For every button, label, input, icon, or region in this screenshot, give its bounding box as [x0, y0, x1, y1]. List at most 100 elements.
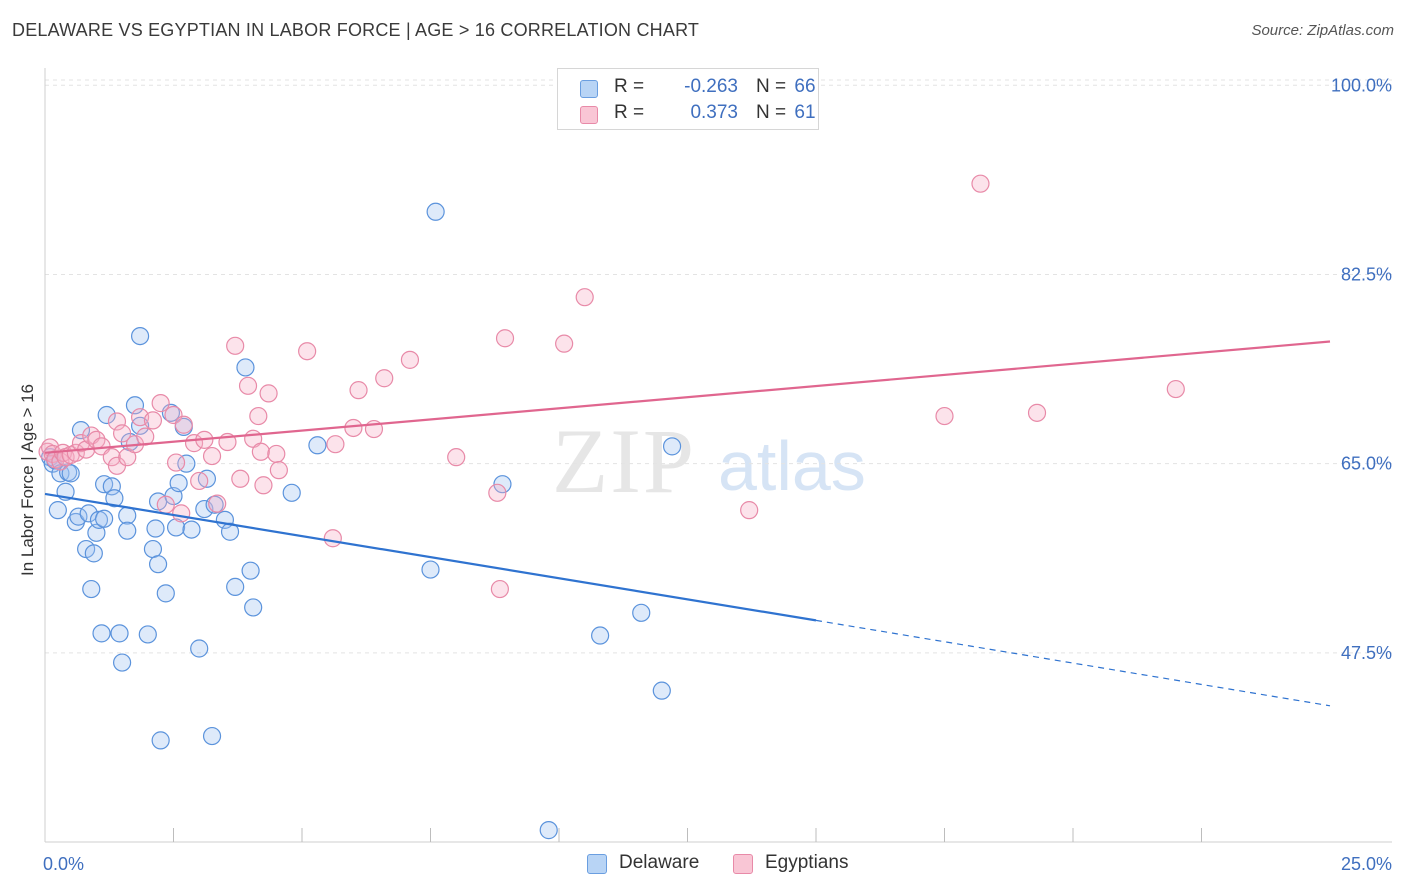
egyptians-point	[208, 494, 227, 513]
delaware-point	[118, 521, 137, 540]
x-tick-label: 25.0%	[1341, 854, 1392, 874]
egyptians-point	[190, 471, 209, 491]
bottom-legend-swatch-egyptians	[733, 854, 753, 874]
delaware-point	[71, 421, 91, 440]
delaware-point	[143, 539, 163, 559]
delaware-point	[493, 475, 512, 494]
delaware-point	[82, 579, 101, 599]
egyptians-point	[143, 411, 163, 430]
delaware-point	[156, 584, 175, 603]
delaware-point	[146, 519, 165, 538]
egyptians-point	[151, 394, 170, 413]
zipatlas-watermark: ZIP atlas	[552, 410, 866, 512]
bottom-legend-label: Delaware	[619, 852, 700, 873]
egyptians-point	[249, 406, 268, 426]
bottom-legend-swatch-delaware	[587, 854, 607, 874]
egyptians-point	[172, 504, 191, 523]
legend-swatch-egyptians	[580, 106, 598, 124]
legend-swatch-delaware	[580, 80, 598, 98]
egyptians-point	[102, 448, 121, 467]
delaware-point	[282, 483, 301, 502]
bottom-legend-label: Egyptians	[765, 852, 849, 873]
delaware-point	[202, 726, 222, 746]
egyptians-point	[555, 334, 574, 353]
egyptians-point	[375, 369, 394, 388]
delaware-trend-line	[44, 492, 817, 622]
egyptians-point	[254, 476, 273, 495]
egyptians-point	[174, 415, 193, 434]
legend-n-value: 66	[794, 76, 816, 97]
egyptians-point	[202, 446, 222, 466]
egyptians-point	[400, 350, 420, 369]
legend-r-label: R =	[614, 76, 645, 97]
egyptians-point	[269, 461, 288, 480]
egyptians-point	[251, 442, 270, 461]
delaware-point	[148, 555, 168, 574]
egyptians-points	[38, 174, 1185, 599]
egyptians-point	[156, 495, 175, 514]
delaware-point	[632, 603, 651, 622]
egyptians-point	[935, 406, 954, 426]
egyptians-point	[488, 483, 507, 502]
delaware-point	[118, 506, 137, 525]
delaware-point	[95, 509, 114, 528]
egyptians-point	[447, 448, 466, 467]
egyptians-trend-line	[44, 340, 1331, 454]
delaware-point	[226, 577, 245, 596]
delaware-point	[125, 396, 145, 415]
delaware-point	[169, 474, 188, 493]
egyptians-point	[66, 443, 85, 462]
axes	[44, 68, 1392, 843]
delaware-point	[426, 202, 445, 221]
legend-r-value: -0.263	[684, 76, 738, 97]
delaware-point	[244, 598, 263, 617]
delaware-point	[190, 639, 209, 658]
delaware-point	[138, 625, 157, 644]
egyptians-point	[238, 376, 258, 395]
delaware-point	[48, 501, 67, 520]
egyptians-point	[267, 444, 286, 464]
delaware-point	[591, 626, 610, 645]
egyptians-point	[1027, 403, 1047, 422]
delaware-point	[97, 405, 116, 425]
delaware-point	[130, 326, 150, 346]
y-tick-label: 47.5%	[1341, 643, 1392, 663]
delaware-point	[102, 477, 121, 496]
egyptians-point	[349, 381, 368, 400]
egyptians-point	[259, 384, 278, 403]
delaware-point	[84, 544, 103, 563]
egyptians-point	[323, 529, 342, 548]
legend-n-label: N =	[756, 102, 787, 123]
delaware-point	[241, 561, 260, 580]
delaware-point	[61, 464, 80, 483]
delaware-point	[662, 437, 682, 456]
watermark-zip: ZIP	[552, 410, 696, 512]
egyptians-point	[575, 288, 594, 307]
egyptians-point	[326, 435, 345, 454]
egyptians-point	[226, 336, 245, 355]
delaware-point	[182, 520, 201, 539]
egyptians-point	[971, 174, 990, 193]
y-tick-label: 65.0%	[1341, 454, 1392, 474]
delaware-point	[151, 731, 170, 750]
egyptians-point	[344, 418, 363, 438]
delaware-point	[69, 507, 88, 526]
legend-r-label: R =	[614, 102, 645, 123]
delaware-point	[421, 560, 440, 579]
legend-r-value: 0.373	[690, 102, 738, 123]
egyptians-point	[740, 501, 759, 520]
egyptians-point	[495, 329, 515, 348]
egyptians-point	[166, 453, 186, 472]
delaware-trend-extension	[815, 619, 1331, 707]
delaware-point	[308, 436, 327, 455]
delaware-point	[112, 653, 132, 672]
chart-title: DELAWARE VS EGYPTIAN IN LABOR FORCE | AG…	[12, 20, 700, 40]
delaware-point	[652, 681, 671, 700]
delaware-point	[92, 624, 111, 643]
correlation-legend: R = -0.263 N = 66 R = 0.373 N = 61	[557, 68, 819, 130]
delaware-point	[110, 624, 129, 643]
delaware-point	[539, 821, 558, 840]
source-credit: Source: ZipAtlas.com	[1251, 22, 1394, 39]
y-tick-label: 82.5%	[1341, 264, 1392, 284]
